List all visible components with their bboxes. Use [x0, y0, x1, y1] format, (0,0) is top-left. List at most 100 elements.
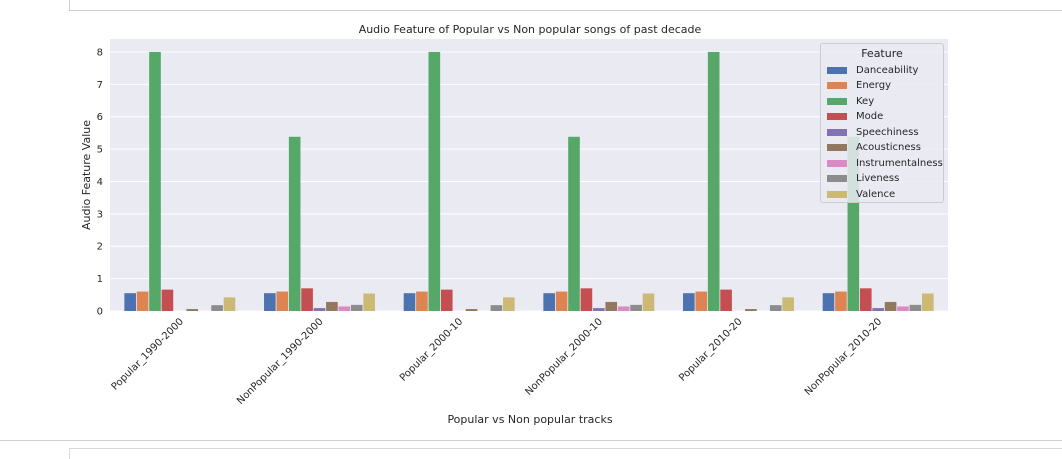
grid-lines — [110, 51, 948, 312]
bar-liveness-0 — [211, 305, 223, 311]
bar-liveness-5 — [909, 304, 922, 311]
bars-group — [124, 51, 934, 311]
bar-danceability-4 — [683, 293, 695, 311]
bar-valence-4 — [782, 297, 794, 311]
bar-acousticness-5 — [884, 301, 897, 311]
bar-mode-1 — [301, 288, 313, 311]
y-tick-label: 6 — [97, 112, 103, 123]
legend-label: Mode — [856, 111, 884, 122]
legend-swatch — [827, 97, 847, 105]
bar-mode-2 — [440, 289, 453, 311]
bar-mode-3 — [580, 288, 593, 311]
legend-swatch — [827, 175, 847, 182]
bar-mode-0 — [161, 289, 174, 311]
bar-danceability-1 — [264, 293, 276, 311]
chart-title: Audio Feature of Popular vs Non popular … — [359, 23, 702, 36]
notebook-cell-frame-bottom — [69, 448, 1062, 459]
bar-key-5 — [847, 136, 860, 311]
x-tick-label: NonPopular_2010-20 — [803, 316, 884, 397]
legend-swatch — [827, 128, 847, 136]
legend-item-speechiness: Speechiness — [827, 125, 919, 139]
legend-item-liveness: Liveness — [827, 172, 899, 186]
y-tick-label: 3 — [97, 209, 103, 220]
y-tick-labels: 0 1 2 3 4 5 6 7 8 — [97, 47, 103, 317]
bar-acousticness-1 — [326, 301, 338, 311]
bar-danceability-5 — [822, 293, 835, 311]
bar-acousticness-2 — [465, 309, 478, 311]
x-tick-label: Popular_2000-10 — [398, 316, 465, 383]
y-axis-label: Audio Feature Value — [80, 120, 93, 230]
notebook-cell-frame-top — [69, 0, 1062, 11]
legend-label: Danceability — [856, 64, 919, 76]
x-tick-labels: Popular_1990-2000 NonPopular_1990-2000 Pop… — [110, 316, 885, 406]
legend-label: Key — [856, 95, 875, 107]
legend-label: Speechiness — [856, 126, 919, 138]
bar-liveness-3 — [630, 304, 642, 311]
bar-key-3 — [568, 136, 580, 311]
legend-item-instrumentalness: Instrumentalness — [827, 156, 943, 170]
bar-energy-1 — [276, 291, 289, 311]
bar-acousticness-3 — [605, 301, 618, 311]
cell-divider — [0, 440, 1062, 441]
bar-mode-5 — [859, 288, 872, 311]
bar-speechiness-5 — [872, 308, 884, 311]
bar-valence-5 — [922, 293, 934, 311]
bar-valence-1 — [363, 293, 375, 311]
bar-energy-5 — [835, 291, 847, 311]
legend-swatch — [827, 66, 847, 74]
bar-key-1 — [288, 136, 301, 311]
x-tick-label: NonPopular_2000-10 — [523, 316, 604, 397]
y-tick-label: 5 — [97, 145, 103, 156]
legend-label: Instrumentalness — [856, 157, 943, 169]
bar-danceability-3 — [543, 293, 555, 311]
x-tick-label: Popular_2010-20 — [677, 316, 744, 383]
legend-swatch — [827, 144, 847, 151]
y-tick-label: 2 — [97, 242, 103, 253]
bar-energy-2 — [416, 291, 428, 311]
x-tick-label: Popular_1990-2000 — [110, 316, 186, 392]
y-tick-label: 8 — [97, 47, 103, 58]
x-axis-label: Popular vs Non popular tracks — [447, 413, 612, 426]
bar-acousticness-0 — [186, 309, 199, 311]
bar-key-2 — [428, 51, 441, 311]
legend-swatch — [827, 190, 847, 198]
bar-valence-3 — [642, 293, 655, 311]
legend-label: Acousticness — [856, 142, 921, 153]
legend-swatch — [827, 82, 847, 89]
legend-title: Feature — [861, 47, 903, 60]
legend-label: Liveness — [856, 173, 900, 184]
legend-item-danceability: Danceability — [827, 63, 918, 77]
bar-instrumentalness-5 — [897, 306, 909, 311]
y-tick-label: 1 — [97, 274, 103, 285]
bar-instrumentalness-1 — [338, 306, 351, 311]
bar-speechiness-1 — [313, 308, 326, 311]
bar-energy-3 — [555, 291, 568, 311]
legend-item-energy: Energy — [827, 79, 891, 93]
bar-valence-2 — [503, 297, 515, 311]
legend-label: Energy — [856, 80, 892, 91]
bar-liveness-2 — [490, 305, 503, 311]
y-tick-label: 0 — [97, 307, 103, 318]
bar-energy-0 — [136, 291, 149, 311]
bar-mode-4 — [720, 289, 732, 311]
legend-swatch — [827, 113, 847, 120]
legend-item-valence: Valence — [827, 187, 895, 201]
bar-danceability-2 — [403, 293, 416, 311]
y-tick-label: 4 — [97, 177, 103, 188]
legend: Feature Danceability Energy Key Mode Speechi… — [820, 43, 944, 203]
bar-instrumentalness-3 — [617, 306, 630, 311]
legend-swatch — [827, 159, 847, 167]
x-tick-label: NonPopular_1990-2000 — [235, 316, 325, 406]
legend-item-mode: Mode — [827, 110, 883, 124]
legend-label: Valence — [856, 188, 896, 200]
bar-liveness-4 — [769, 305, 782, 311]
legend-item-acousticness: Acousticness — [827, 141, 921, 155]
bar-danceability-0 — [124, 293, 136, 311]
bar-liveness-1 — [350, 304, 363, 311]
legend-item-key: Key — [827, 94, 874, 108]
bar-acousticness-4 — [745, 309, 757, 311]
bar-key-4 — [707, 51, 720, 311]
bar-speechiness-3 — [593, 308, 605, 311]
bar-energy-4 — [695, 291, 708, 311]
